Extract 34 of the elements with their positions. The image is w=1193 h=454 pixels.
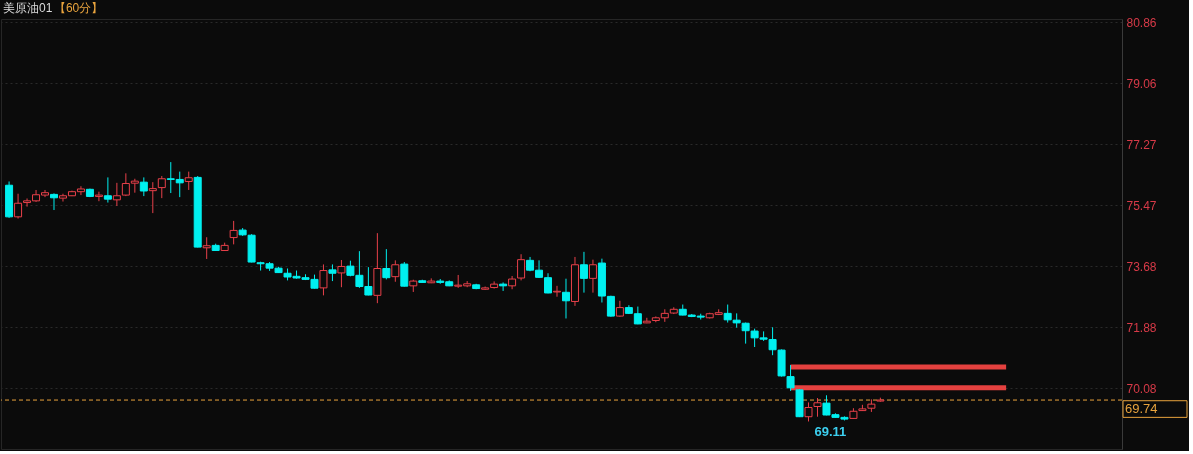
y-tick-label: 77.27 (1126, 137, 1157, 152)
candlestick (229, 220, 238, 245)
candlestick (94, 191, 103, 202)
candlestick (400, 261, 409, 288)
candlestick (184, 171, 193, 191)
candlestick (202, 236, 211, 260)
candlestick (319, 263, 328, 296)
candlestick (391, 259, 400, 283)
y-tick-label: 79.06 (1126, 76, 1157, 91)
chart-title: 美原油01 (3, 1, 53, 15)
candlestick (148, 181, 157, 214)
ref-line-label: 69.74 (1125, 401, 1158, 417)
candlestick (382, 248, 391, 280)
annotation: 69.11 (814, 424, 847, 440)
y-tick-label: 70.08 (1126, 381, 1157, 396)
candlestick (139, 176, 148, 197)
candlestick (14, 193, 23, 220)
candlestick (499, 281, 508, 292)
y-tick-label: 75.47 (1126, 198, 1157, 213)
candlestick (553, 285, 562, 298)
candlestick (561, 278, 570, 319)
candlestick (157, 175, 166, 199)
candlestick (723, 304, 732, 324)
candlestick (50, 192, 58, 211)
candlestick (337, 259, 346, 288)
y-tick-label: 80.86 (1126, 15, 1157, 30)
candlestick (103, 176, 112, 204)
candlestick (579, 251, 588, 294)
candlestick (588, 259, 597, 294)
chart-subtitle: 【60分】 (53, 1, 104, 15)
candlestick (804, 401, 813, 422)
y-tick-label: 71.88 (1126, 320, 1157, 335)
candlestick (813, 397, 822, 418)
y-tick-label: 73.68 (1126, 259, 1157, 274)
